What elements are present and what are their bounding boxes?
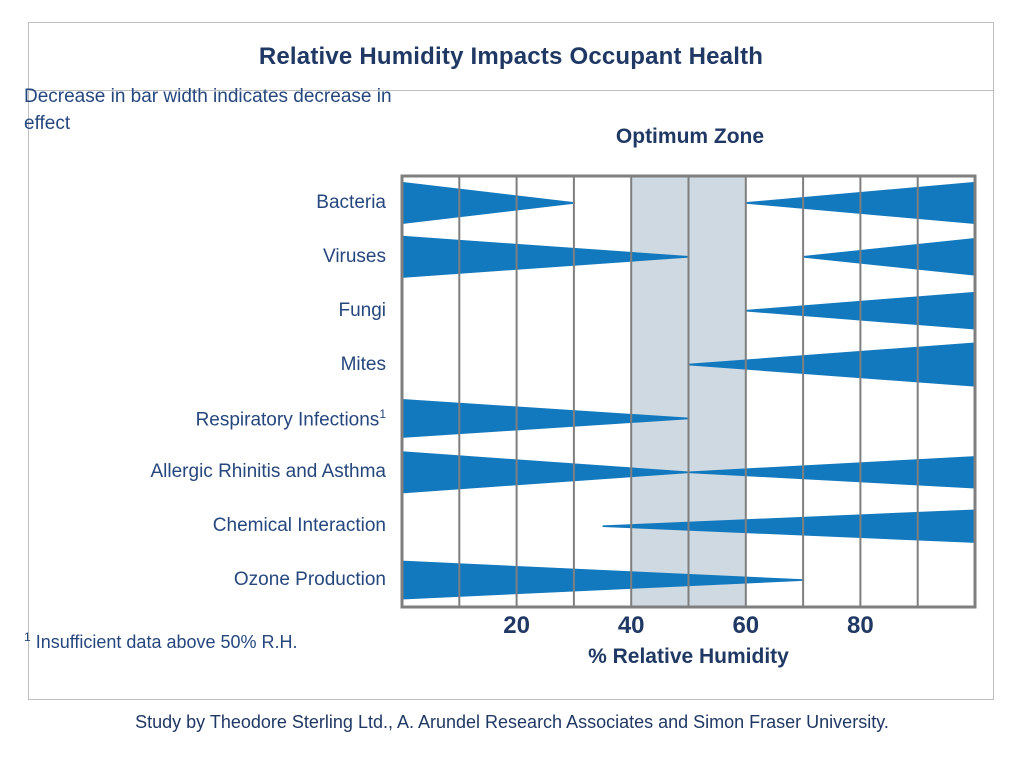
category-labels: Bacteria Viruses Fungi Mites Respiratory Inf… <box>60 176 394 607</box>
plot-border <box>400 174 977 609</box>
category-label: Viruses <box>322 245 386 267</box>
category-label: Mites <box>340 353 386 375</box>
x-tick-label: 40 <box>617 612 645 639</box>
x-tick-label: 80 <box>847 612 874 639</box>
title-band: Relative Humidity Impacts Occupant Healt… <box>29 23 993 91</box>
bar-band <box>402 399 689 438</box>
bar-width-note: Decrease in bar width indicates decrease… <box>24 86 392 134</box>
category-label: Fungi <box>338 299 386 321</box>
bar-band <box>803 237 975 276</box>
footnote-marker: 1 <box>379 407 386 422</box>
bar-band <box>402 181 574 224</box>
gridlines <box>458 176 919 607</box>
bar-band <box>688 456 975 489</box>
footnote-text: Insufficient data above 50% R.H. <box>35 632 298 652</box>
bar-band <box>688 342 975 387</box>
footnote-marker: 1 <box>24 630 31 644</box>
footnote: 1 Insufficient data above 50% R.H. <box>24 630 298 653</box>
page-title: Relative Humidity Impacts Occupant Healt… <box>258 42 764 70</box>
bar-band <box>402 560 804 600</box>
x-tick-label: 20 <box>503 612 530 639</box>
x-axis-tick-labels: 20 40 60 80 <box>402 612 975 646</box>
category-label: Chemical Interaction <box>212 515 386 537</box>
category-label: Bacteria <box>316 191 386 213</box>
source-caption: Study by Theodore Sterling Ltd., A. Arun… <box>135 712 889 732</box>
category-label: Respiratory Infections1 <box>195 407 386 431</box>
x-axis-title: % Relative Humidity <box>588 645 789 668</box>
bar-band <box>402 451 689 494</box>
category-label: Ozone Production <box>233 569 386 591</box>
optimum-zone-label: Optimum Zone <box>615 125 765 148</box>
category-label: Allergic Rhinitis and Asthma <box>150 461 387 483</box>
x-tick-label: 60 <box>732 612 760 639</box>
bar-band <box>602 509 975 543</box>
bar-band <box>402 235 689 278</box>
